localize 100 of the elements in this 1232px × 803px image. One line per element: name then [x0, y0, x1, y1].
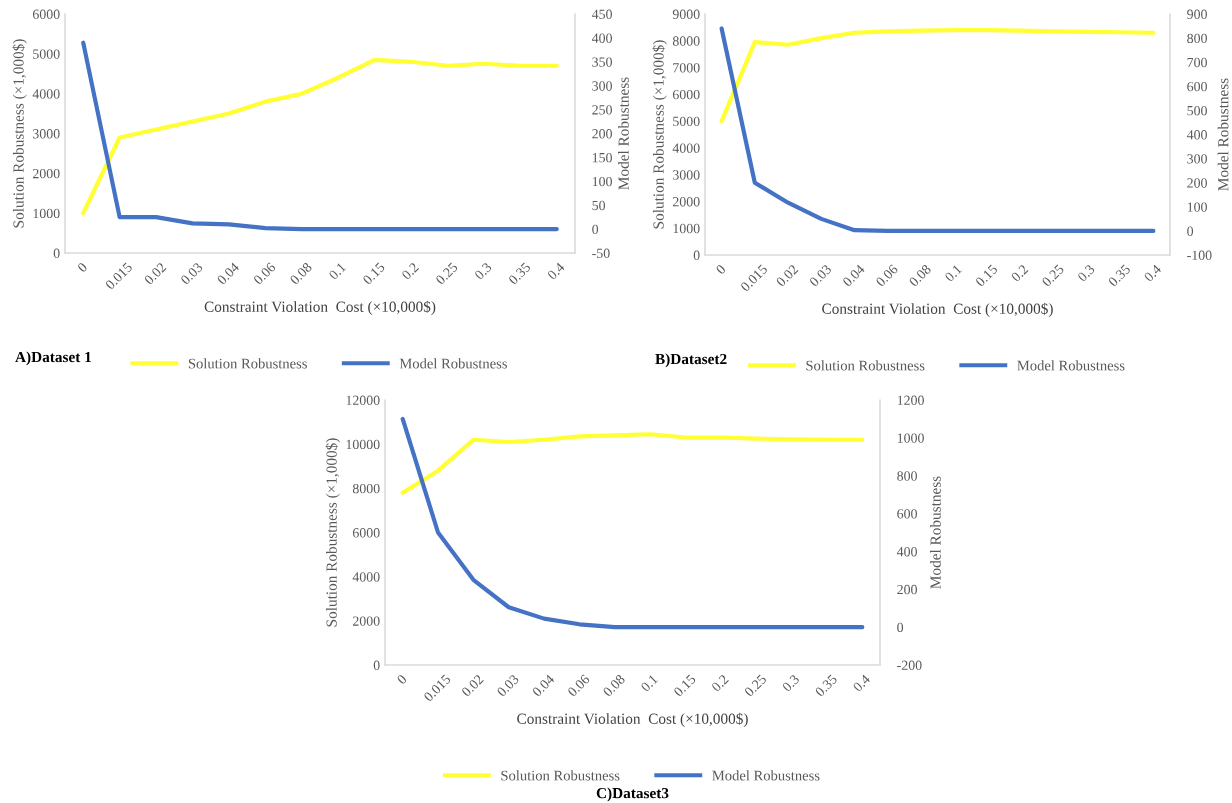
x-tick-label: 0.15	[673, 674, 697, 698]
y2-tick-label: 0	[592, 224, 599, 235]
y2-tick-label: -100	[1187, 250, 1212, 260]
legend-label: Solution Robustness	[188, 358, 307, 369]
y2-tick-label: 400	[896, 547, 917, 557]
x-tick-label: 0.03	[808, 264, 832, 288]
x-tick-label: 0.1	[944, 264, 963, 283]
x-tick-label: 0.2	[1010, 264, 1029, 283]
y2-tick-label: 200	[1187, 178, 1207, 188]
x-tick-label: 0.08	[289, 261, 313, 286]
x-axis-title: Constraint Violation Cost (×10,000$)	[204, 300, 436, 315]
y-tick-label: 6000	[672, 89, 700, 100]
y2-tick-label: 600	[1187, 81, 1207, 92]
y2-axis-title: Model Robustness	[1217, 78, 1229, 191]
y-tick-label: 7000	[673, 63, 700, 73]
y2-tick-label: 400	[591, 33, 612, 43]
y-tick-label: 8000	[352, 483, 380, 494]
x-tick-label: 0.25	[1041, 264, 1065, 288]
y2-tick-label: 700	[1187, 57, 1207, 68]
y-axis-title: Solution Robustness (×1,000$)	[652, 40, 667, 229]
x-tick-label: 0.06	[567, 673, 591, 698]
line-series	[400, 416, 865, 630]
x-tick-label: 0.3	[474, 262, 493, 281]
x-tick-label: 0.3	[781, 674, 800, 693]
x-tick-label: 0	[715, 263, 727, 275]
y2-tick-label: 200	[592, 129, 612, 139]
x-tick-label: 0.3	[1077, 264, 1096, 283]
x-tick-label: 0.4	[1143, 263, 1162, 283]
line-series	[719, 27, 1156, 124]
y2-tick-label: 250	[592, 105, 612, 115]
x-tick-label: 0.4	[852, 673, 871, 693]
y2-tick-label: 800	[897, 471, 917, 481]
x-tick-label: 0.35	[1107, 264, 1131, 288]
y2-tick-label: 0	[897, 622, 904, 633]
x-tick-label: 0.06	[875, 263, 899, 288]
line-series	[719, 26, 1156, 233]
y2-tick-label: 100	[592, 176, 612, 187]
y2-tick-label: 900	[1187, 9, 1207, 19]
y2-tick-label: 800	[1187, 33, 1207, 44]
x-tick-label: 0.35	[814, 674, 838, 698]
y-tick-label: 0	[373, 660, 380, 670]
x-tick-label: 0	[396, 673, 408, 685]
x-tick-label: 0.02	[775, 264, 799, 288]
text: C)Dataset3	[596, 787, 669, 802]
x-tick-label: 0.08	[908, 263, 932, 288]
y2-tick-label: 500	[1187, 105, 1207, 116]
x-tick-label: 0.25	[743, 674, 767, 698]
y-tick-label: 1000	[673, 223, 700, 234]
x-tick-label: 0.4	[546, 261, 566, 281]
y2-tick-label: -50	[592, 248, 610, 258]
x-tick-label: 0.1	[640, 674, 659, 693]
y2-tick-label: 1200	[897, 395, 924, 405]
y2-tick-label: 150	[592, 152, 612, 163]
legend-label: Solution Robustness	[501, 770, 620, 781]
y2-tick-label: 300	[1187, 154, 1207, 164]
x-tick-label: 0.06	[252, 261, 277, 286]
y2-tick-label: 350	[592, 57, 612, 67]
y2-axis-title: Model Robustness	[618, 77, 629, 190]
x-tick-label: 0.15	[362, 262, 386, 286]
text: A)Dataset 1	[15, 351, 91, 366]
x-tick-label: 0.2	[710, 674, 729, 693]
legend-label: Model Robustness	[399, 358, 507, 369]
x-axis-title: Constraint Violation Cost (×10,000$)	[517, 712, 748, 727]
legend-label: Solution Robustness	[806, 360, 925, 371]
y-axis-title: Solution Robustness (×1,000$)	[325, 438, 340, 627]
x-axis-title: Constraint Violation Cost (×10,000$)	[822, 302, 1053, 317]
y-tick-label: 2000	[672, 197, 700, 207]
x-tick-label: 0.03	[496, 674, 520, 698]
y-tick-label: 2000	[32, 168, 60, 179]
line-series	[400, 432, 865, 495]
text: B)Dataset2	[655, 353, 727, 368]
y2-tick-label: 100	[1187, 202, 1207, 212]
y-tick-label: 3000	[33, 129, 60, 139]
x-tick-label: 0.2	[401, 262, 420, 281]
y-tick-label: 4000	[352, 572, 380, 582]
y-tick-label: 8000	[672, 36, 700, 46]
y2-tick-label: 1000	[897, 433, 924, 443]
y2-tick-label: -200	[897, 660, 922, 670]
line-series	[81, 57, 559, 216]
y2-tick-label: 200	[897, 584, 917, 595]
y-tick-label: 10000	[346, 439, 380, 450]
legend-label: Model Robustness	[712, 770, 820, 781]
y2-tick-label: 450	[591, 9, 612, 19]
y-tick-label: 4000	[32, 89, 60, 99]
y2-tick-label: 50	[592, 200, 606, 211]
y-tick-label: 5000	[673, 116, 700, 127]
x-tick-label: 0.02	[143, 262, 167, 286]
legend-label: Model Robustness	[1017, 360, 1125, 371]
x-tick-label: 0.25	[435, 262, 459, 286]
x-tick-label: 0.02	[461, 674, 484, 698]
x-tick-label: 0.08	[602, 673, 626, 698]
y-tick-label: 2000	[352, 616, 380, 626]
x-tick-label: 0.15	[974, 264, 999, 288]
x-tick-label: 0.03	[180, 262, 204, 286]
x-tick-label: 0.1	[328, 262, 347, 281]
y-tick-label: 1000	[33, 208, 60, 219]
y-tick-label: 5000	[33, 49, 60, 59]
x-tick-label: 0.04	[216, 261, 240, 286]
x-tick-label: 0	[76, 261, 88, 273]
y-tick-label: 6000	[32, 9, 60, 19]
